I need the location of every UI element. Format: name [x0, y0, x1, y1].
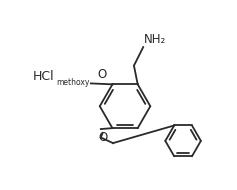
Text: O: O: [98, 131, 107, 144]
Text: O: O: [97, 68, 107, 81]
Text: methoxy: methoxy: [57, 78, 90, 87]
Text: HCl: HCl: [33, 70, 55, 83]
Text: NH₂: NH₂: [144, 33, 167, 46]
